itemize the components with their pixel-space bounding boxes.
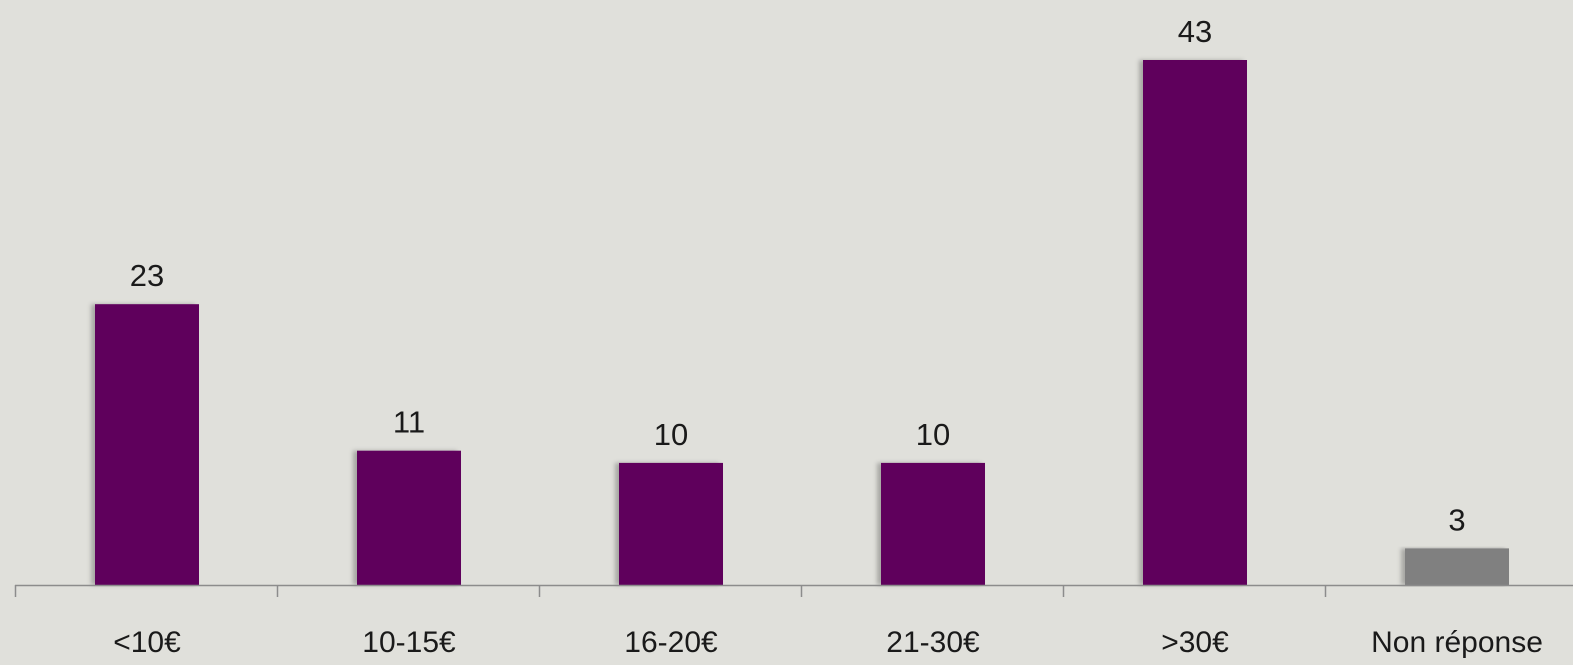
- tick-label-5: Non réponse: [1371, 626, 1543, 659]
- bar-4: [1143, 60, 1247, 585]
- value-label-1: 11: [393, 405, 425, 440]
- tick-label-0: <10€: [113, 626, 181, 659]
- x-tick-labels: <10€ 10-15€ 16-20€ 21-30€ >30€ Non réponse: [113, 626, 1543, 659]
- value-label-4: 43: [1178, 14, 1212, 49]
- tick-label-2: 16-20€: [624, 626, 718, 659]
- tick-label-3: 21-30€: [886, 626, 980, 659]
- bar-5: [1405, 548, 1509, 585]
- bar-2: [619, 462, 723, 585]
- bar-1: [357, 450, 461, 585]
- value-label-3: 10: [916, 417, 950, 452]
- tick-label-1: 10-15€: [362, 626, 456, 659]
- value-label-2: 10: [654, 417, 688, 452]
- tick-label-4: >30€: [1161, 626, 1229, 659]
- bar-3: [881, 462, 985, 585]
- value-labels-layer: 23 11 10 10 43 3: [130, 14, 1466, 537]
- bar-0: [95, 304, 199, 585]
- value-label-5: 3: [1448, 502, 1465, 537]
- bars-layer: [95, 60, 1509, 585]
- value-label-0: 23: [130, 258, 164, 293]
- x-axis: [14, 584, 1573, 597]
